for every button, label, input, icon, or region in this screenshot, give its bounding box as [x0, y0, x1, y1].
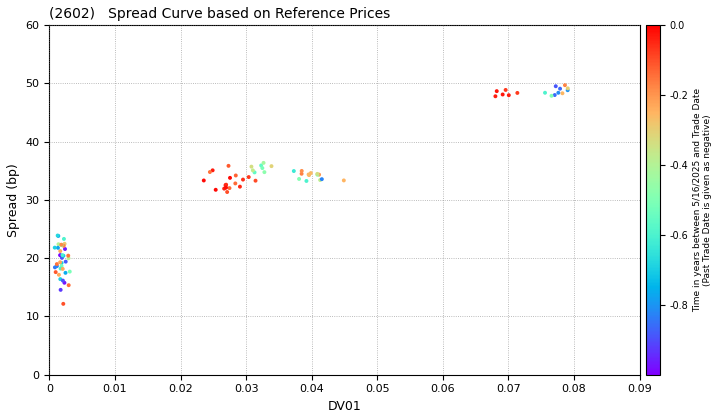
Point [546, 92, 557, 99]
Point [258, 169, 270, 176]
Point [249, 169, 261, 176]
Point [56, 255, 68, 261]
Point [57, 277, 68, 284]
Y-axis label: Time in years between 5/16/2025 and Trade Date
(Past Trade Date is given as nega: Time in years between 5/16/2025 and Trad… [693, 88, 712, 312]
Point [220, 181, 232, 188]
Point [58, 252, 69, 259]
Point [296, 171, 307, 177]
Point [63, 252, 74, 259]
Point [207, 167, 218, 174]
Point [57, 252, 68, 259]
Point [562, 87, 573, 94]
Point [55, 260, 67, 266]
Point [305, 170, 317, 176]
Point [238, 176, 249, 183]
Point [490, 93, 501, 100]
Point [220, 182, 231, 189]
Point [55, 248, 66, 255]
Point [53, 233, 64, 239]
Point [315, 177, 326, 184]
Point [557, 90, 568, 97]
Point [338, 177, 350, 184]
Point [52, 232, 63, 239]
Point [312, 171, 323, 177]
Point [491, 88, 503, 94]
Point [221, 189, 233, 195]
Point [63, 282, 74, 289]
Point [55, 286, 66, 293]
Point [59, 240, 71, 247]
Point [53, 241, 64, 247]
Point [224, 174, 235, 181]
Point [539, 89, 551, 96]
Point [497, 91, 508, 98]
Point [303, 171, 315, 178]
X-axis label: DV01: DV01 [328, 400, 361, 413]
Point [256, 165, 268, 171]
Point [247, 167, 258, 174]
Point [301, 178, 312, 184]
Point [549, 92, 560, 98]
Point [313, 171, 325, 178]
Point [222, 163, 234, 169]
Point [51, 261, 63, 268]
Point [230, 172, 241, 179]
Point [49, 244, 60, 251]
Point [58, 300, 69, 307]
Point [59, 246, 71, 252]
Point [220, 184, 232, 191]
Point [550, 83, 562, 89]
Point [63, 255, 74, 262]
Point [266, 163, 277, 170]
Point [204, 169, 216, 176]
Point [53, 271, 65, 278]
Point [60, 270, 71, 276]
Point [230, 180, 241, 187]
Point [55, 252, 66, 259]
Point [554, 85, 566, 92]
Point [312, 171, 323, 178]
Point [198, 177, 210, 184]
Point [57, 265, 68, 272]
Point [512, 89, 523, 96]
Point [210, 186, 222, 193]
Point [55, 276, 66, 283]
Text: (2602)   Spread Curve based on Reference Prices: (2602) Spread Curve based on Reference P… [50, 7, 390, 21]
Point [246, 163, 257, 170]
Point [50, 269, 61, 276]
Point [303, 172, 315, 178]
Point [503, 92, 515, 99]
Point [58, 242, 69, 249]
Point [49, 264, 60, 271]
Point [52, 244, 63, 251]
Point [51, 263, 63, 270]
Point [500, 87, 511, 93]
Point [218, 185, 230, 192]
Point [54, 252, 66, 259]
Point [224, 185, 235, 192]
Point [243, 174, 254, 181]
Point [258, 160, 269, 166]
Point [559, 82, 571, 89]
Point [54, 259, 66, 265]
Y-axis label: Spread (bp): Spread (bp) [7, 163, 20, 237]
Point [55, 262, 67, 269]
Point [288, 168, 300, 174]
Point [60, 258, 71, 265]
Point [55, 241, 67, 248]
Point [256, 162, 267, 169]
Point [55, 265, 66, 272]
Point [234, 183, 246, 190]
Point [58, 236, 70, 242]
Point [562, 85, 574, 92]
Point [316, 176, 328, 183]
Point [552, 89, 564, 96]
Point [58, 279, 70, 286]
Point [64, 268, 76, 275]
Point [56, 242, 68, 249]
Point [250, 177, 261, 184]
Point [296, 168, 307, 174]
Point [293, 176, 305, 182]
